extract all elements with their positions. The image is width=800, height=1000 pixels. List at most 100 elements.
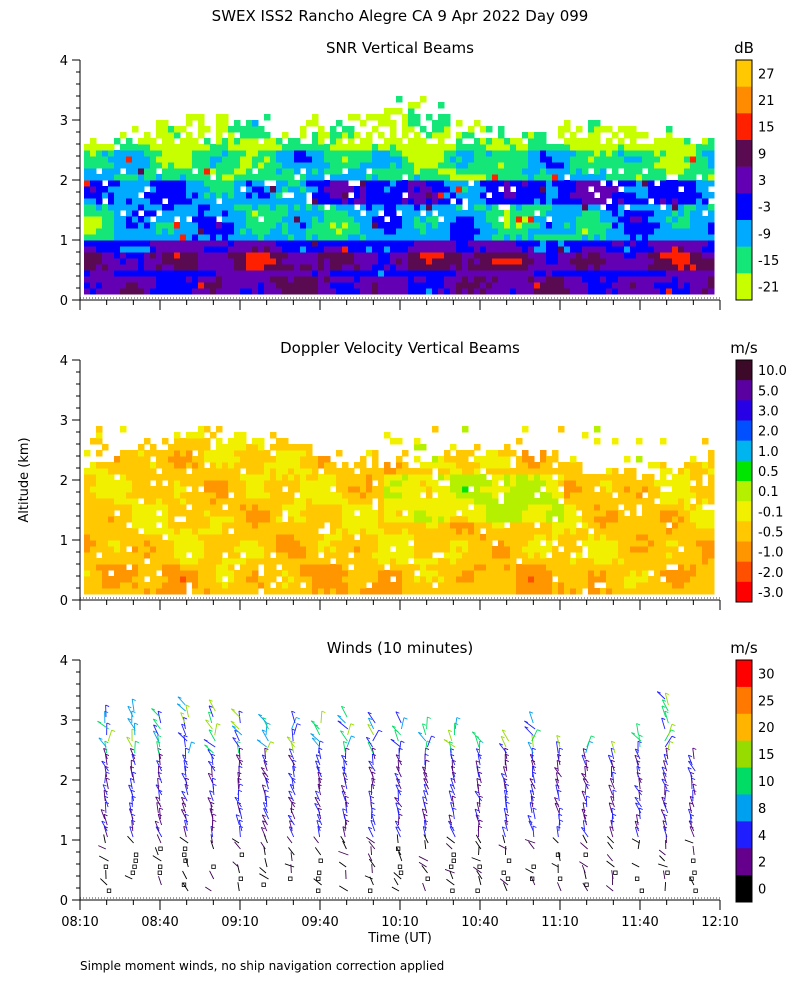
heatmap-cell xyxy=(348,210,355,217)
heatmap-cell xyxy=(504,462,511,469)
heatmap-cell xyxy=(210,432,217,439)
heatmap-cell xyxy=(672,156,679,163)
heatmap-cell xyxy=(498,270,505,277)
heatmap-cell xyxy=(546,486,553,493)
heatmap-cell xyxy=(252,288,259,295)
heatmap-cell xyxy=(564,282,571,289)
heatmap-cell xyxy=(552,552,559,559)
heatmap-cell xyxy=(432,162,439,169)
heatmap-cell xyxy=(156,450,163,457)
heatmap-cell xyxy=(204,246,211,253)
heatmap-cell xyxy=(606,276,613,283)
heatmap-cell xyxy=(426,222,433,229)
heatmap-cell xyxy=(102,246,109,253)
heatmap-cell xyxy=(180,144,187,151)
heatmap-cell xyxy=(336,288,343,295)
heatmap-cell xyxy=(618,486,625,493)
heatmap-cell xyxy=(276,264,283,271)
heatmap-cell xyxy=(642,576,649,583)
heatmap-cell xyxy=(426,462,433,469)
heatmap-cell xyxy=(462,144,469,151)
heatmap-cell xyxy=(300,270,307,277)
heatmap-cell xyxy=(408,474,415,481)
heatmap-cell xyxy=(528,144,535,151)
heatmap-cell xyxy=(180,558,187,565)
heatmap-cell xyxy=(270,492,277,499)
heatmap-cell xyxy=(372,486,379,493)
heatmap-cell xyxy=(210,570,217,577)
heatmap-cell xyxy=(594,576,601,583)
heatmap-cell xyxy=(198,150,205,157)
heatmap-cell xyxy=(306,588,313,595)
heatmap-cell xyxy=(162,246,169,253)
heatmap-cell xyxy=(504,582,511,589)
heatmap-cell xyxy=(198,522,205,529)
heatmap-cell xyxy=(312,288,319,295)
heatmap-cell xyxy=(702,222,709,229)
heatmap-cell xyxy=(612,198,619,205)
heatmap-cell xyxy=(606,192,613,199)
heatmap-cell xyxy=(534,582,541,589)
heatmap-cell xyxy=(282,456,289,463)
heatmap-cell xyxy=(564,198,571,205)
heatmap-cell xyxy=(198,276,205,283)
heatmap-cell xyxy=(84,474,91,481)
heatmap-cell xyxy=(180,264,187,271)
heatmap-cell xyxy=(162,564,169,571)
heatmap-cell xyxy=(264,582,271,589)
heatmap-cell xyxy=(198,288,205,295)
heatmap-cell xyxy=(546,588,553,595)
heatmap-cell xyxy=(402,564,409,571)
heatmap-cell xyxy=(408,498,415,505)
heatmap-cell xyxy=(108,516,115,523)
heatmap-cell xyxy=(312,558,319,565)
heatmap-cell xyxy=(450,552,457,559)
heatmap-cell xyxy=(420,486,427,493)
heatmap-cell xyxy=(558,534,565,541)
heatmap-cell xyxy=(366,570,373,577)
heatmap-cell xyxy=(168,552,175,559)
heatmap-cell xyxy=(408,210,415,217)
heatmap-cell xyxy=(684,288,691,295)
heatmap-cell xyxy=(384,150,391,157)
heatmap-cell xyxy=(108,198,115,205)
heatmap-cell xyxy=(672,216,679,223)
heatmap-cell xyxy=(654,516,661,523)
heatmap-cell xyxy=(336,540,343,547)
heatmap-cell xyxy=(432,288,439,295)
heatmap-cell xyxy=(582,504,589,511)
heatmap-cell xyxy=(252,252,259,259)
heatmap-cell xyxy=(144,510,151,517)
heatmap-cell xyxy=(222,240,229,247)
heatmap-cell xyxy=(540,174,547,181)
heatmap-cell xyxy=(306,558,313,565)
heatmap-cell xyxy=(396,246,403,253)
heatmap-cell xyxy=(690,204,697,211)
heatmap-cell xyxy=(522,558,529,565)
heatmap-cell xyxy=(660,480,667,487)
heatmap-cell xyxy=(444,468,451,475)
heatmap-cell xyxy=(138,456,145,463)
heatmap-cell xyxy=(282,546,289,553)
heatmap-cell xyxy=(306,246,313,253)
heatmap-cell xyxy=(546,186,553,193)
heatmap-cell xyxy=(594,282,601,289)
heatmap-cell xyxy=(276,522,283,529)
heatmap-cell xyxy=(276,540,283,547)
heatmap-cell xyxy=(120,516,127,523)
heatmap-cell xyxy=(474,444,481,451)
heatmap-cell xyxy=(642,588,649,595)
heatmap-cell xyxy=(702,144,709,151)
heatmap-cell xyxy=(324,162,331,169)
heatmap-cell xyxy=(114,186,121,193)
heatmap-cell xyxy=(486,510,493,517)
heatmap-cell xyxy=(684,192,691,199)
heatmap-cell xyxy=(402,120,409,127)
heatmap-cell xyxy=(138,234,145,241)
heatmap-cell xyxy=(510,204,517,211)
heatmap-cell xyxy=(414,276,421,283)
heatmap-cell xyxy=(150,252,157,259)
heatmap-cell xyxy=(330,552,337,559)
heatmap-cell xyxy=(462,516,469,523)
heatmap-cell xyxy=(642,522,649,529)
